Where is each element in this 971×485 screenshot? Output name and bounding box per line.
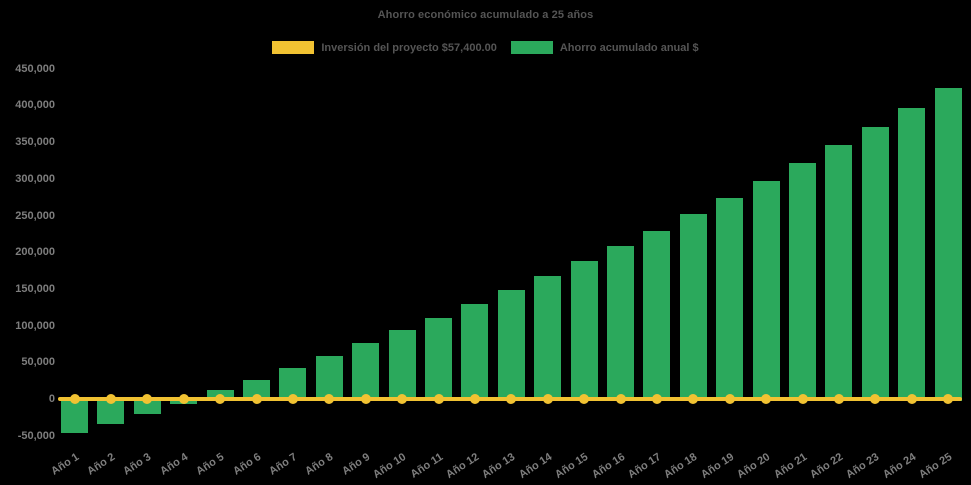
y-tick-label: 50,000: [21, 356, 55, 369]
bar-año-19: [716, 197, 744, 401]
y-tick-label: 350,000: [15, 136, 55, 149]
line-marker: [215, 394, 226, 404]
y-tick-label: 450,000: [15, 62, 55, 75]
legend-swatch-yellow: [272, 41, 315, 54]
y-tick-label: 400,000: [15, 99, 55, 112]
line-marker: [178, 394, 189, 404]
y-tick-label: -50,000: [17, 429, 55, 442]
bar-año-17: [643, 230, 671, 401]
line-marker: [506, 394, 517, 404]
y-tick-label: 300,000: [15, 172, 55, 185]
bar-año-1: [61, 399, 88, 433]
line-marker: [579, 394, 590, 404]
line-marker: [69, 394, 80, 404]
y-tick-label: 250,000: [15, 209, 55, 222]
bar-año-23: [861, 127, 889, 401]
line-marker: [287, 394, 298, 404]
line-marker: [542, 394, 553, 404]
line-marker: [943, 394, 954, 404]
bar-año-24: [898, 107, 926, 401]
line-marker: [324, 394, 335, 404]
line-marker: [469, 394, 480, 404]
line-marker: [105, 394, 116, 404]
line-marker: [651, 394, 662, 404]
line-marker: [360, 394, 371, 404]
legend-item-ahorro: Ahorro acumulado anual $: [510, 41, 699, 54]
bar-año-12: [461, 304, 489, 401]
line-marker: [433, 394, 444, 404]
y-tick-label: 150,000: [15, 282, 55, 295]
legend-label-inversion: Inversión del proyecto $57,400.00: [321, 41, 497, 54]
y-tick-label: 200,000: [15, 246, 55, 259]
line-marker: [797, 394, 808, 404]
bar-año-16: [607, 245, 634, 401]
line-marker: [615, 394, 626, 404]
legend-swatch-green: [510, 41, 553, 54]
bar-año-13: [497, 289, 525, 401]
bar-año-20: [752, 181, 780, 401]
line-marker: [724, 394, 735, 404]
bar-año-22: [825, 145, 853, 401]
legend-label-ahorro: Ahorro acumulado anual $: [559, 41, 699, 54]
legend: Inversión del proyecto $57,400.00 Ahorro…: [0, 41, 971, 54]
bar-año-8: [315, 356, 343, 401]
line-marker: [833, 394, 844, 404]
bar-año-11: [425, 317, 452, 401]
bar-año-25: [934, 87, 962, 401]
line-marker: [688, 394, 699, 404]
line-marker: [142, 394, 153, 404]
line-marker: [906, 394, 917, 404]
line-marker: [870, 394, 881, 404]
bar-año-10: [388, 330, 416, 401]
line-marker: [761, 394, 772, 404]
bar-año-18: [679, 214, 707, 401]
bar-año-21: [789, 163, 816, 401]
line-marker: [397, 394, 408, 404]
bar-año-15: [570, 261, 598, 401]
line-marker: [251, 394, 262, 404]
y-tick-label: 0: [48, 393, 55, 405]
legend-item-inversion: Inversión del proyecto $57,400.00: [272, 41, 497, 54]
chart-title: Ahorro económico acumulado a 25 años: [377, 9, 594, 21]
bar-año-3: [133, 399, 161, 415]
y-tick-label: 100,000: [15, 319, 55, 332]
bar-año-9: [352, 343, 380, 401]
bar-año-6: [243, 379, 270, 401]
bar-año-14: [534, 276, 562, 401]
